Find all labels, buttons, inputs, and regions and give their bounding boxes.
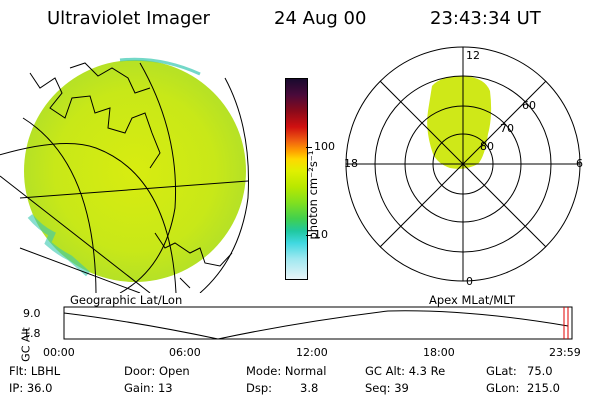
time-tick-1800: 18:00 xyxy=(423,346,455,359)
colorbar-unit-label: photon cm⁻²s⁻¹ xyxy=(306,150,320,240)
lat-label-80: 80 xyxy=(480,140,494,153)
gain-status: Gain: 13 xyxy=(124,381,173,395)
altitude-strip xyxy=(63,306,573,340)
colorbar-label-10: 10 xyxy=(314,228,328,241)
instrument-title: Ultraviolet Imager xyxy=(47,8,210,29)
ip-status: IP: 36.0 xyxy=(9,381,53,395)
left-panel-caption: Geographic Lat/Lon xyxy=(70,293,183,307)
door-status: Door: Open xyxy=(124,364,190,378)
time-tick-1200: 12:00 xyxy=(296,346,328,359)
glon-label: GLon: xyxy=(486,381,520,395)
glat-label: GLat: xyxy=(486,364,517,378)
colorbar-tick-10 xyxy=(306,235,312,236)
glat-value: 75.0 xyxy=(527,364,553,378)
glon-value: 215.0 xyxy=(527,381,560,395)
colorbar xyxy=(285,78,308,280)
altitude-ytick-min: 1.8 xyxy=(23,327,41,340)
seq-status: Seq: 39 xyxy=(365,381,409,395)
auroral-oval xyxy=(427,76,492,169)
right-panel-caption: Apex MLat/MLT xyxy=(429,293,516,307)
altitude-curve xyxy=(63,310,569,340)
time-tick-0600: 06:00 xyxy=(169,346,201,359)
mlt-label-6: 6 xyxy=(576,157,583,170)
time-label: 23:43:34 UT xyxy=(430,8,541,29)
geographic-image xyxy=(0,57,249,293)
mlt-label-18: 18 xyxy=(344,157,358,170)
mlt-label-12: 12 xyxy=(466,49,480,62)
time-tick-2359: 23:59 xyxy=(549,346,581,359)
dsp-value: 3.8 xyxy=(300,381,319,395)
gcalt-status: GC Alt: 4.3 Re xyxy=(365,364,446,378)
lat-label-60: 60 xyxy=(522,99,536,112)
mode-status: Mode: Normal xyxy=(246,364,327,378)
filter-status: Flt: LBHL xyxy=(9,364,61,378)
date-label: 24 Aug 00 xyxy=(274,8,367,29)
mlt-label-0: 0 xyxy=(466,275,473,288)
earth-disk xyxy=(24,60,246,282)
polar-plot: 12 18 6 0 60 70 80 xyxy=(344,46,583,288)
lat-label-70: 70 xyxy=(500,122,514,135)
colorbar-label-100: 100 xyxy=(314,140,335,153)
altitude-ytick-max: 9.0 xyxy=(23,307,41,320)
dsp-label: Dsp: xyxy=(246,381,273,395)
time-tick-0000: 00:00 xyxy=(43,346,75,359)
colorbar-tick-100 xyxy=(306,147,312,148)
coastline-grid xyxy=(0,62,249,293)
